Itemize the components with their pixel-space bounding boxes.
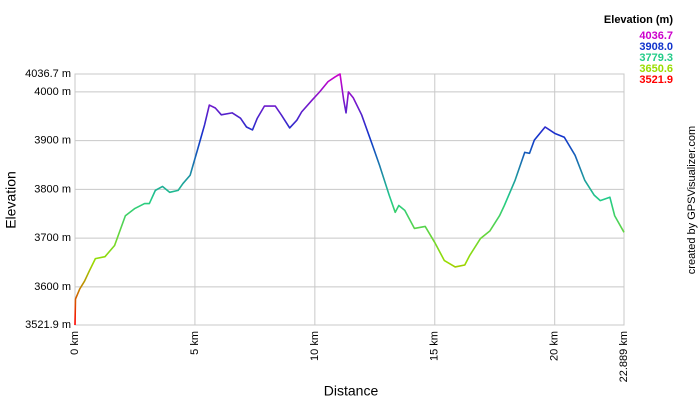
x-tick-label: 15 km (429, 331, 441, 361)
legend-entry: 3521.9 (639, 74, 673, 86)
x-tick-label: 22.889 km (618, 331, 630, 382)
elevation-line (74, 73, 625, 326)
y-tick-label: 3800 m (34, 183, 71, 195)
y-tick-label: 3521.9 m (25, 319, 71, 331)
y-tick-label: 3900 m (34, 135, 71, 147)
y-tick-label: 3700 m (34, 232, 71, 244)
plot-frame (74, 73, 625, 326)
y-tick-label: 3600 m (34, 281, 71, 293)
legend-entry: 3779.3 (639, 52, 673, 64)
x-tick-label: 5 km (189, 331, 201, 355)
x-axis-title: Distance (324, 383, 379, 399)
x-tick-label: 0 km (69, 331, 81, 355)
legend-entry: 3650.6 (639, 63, 673, 75)
legend-entry: 4036.7 (639, 30, 673, 42)
credit: created by GPSVisualizer.com (686, 126, 698, 274)
y-tick-label: 4000 m (34, 86, 71, 98)
y-axis-title: Elevation (3, 171, 19, 229)
x-tick-label: 20 km (549, 331, 561, 361)
legend-entry: 3908.0 (639, 41, 673, 53)
x-tick-label: 10 km (309, 331, 321, 361)
legend-title: Elevation (m) (604, 14, 673, 26)
y-tick-label: 4036.7 m (25, 68, 71, 80)
